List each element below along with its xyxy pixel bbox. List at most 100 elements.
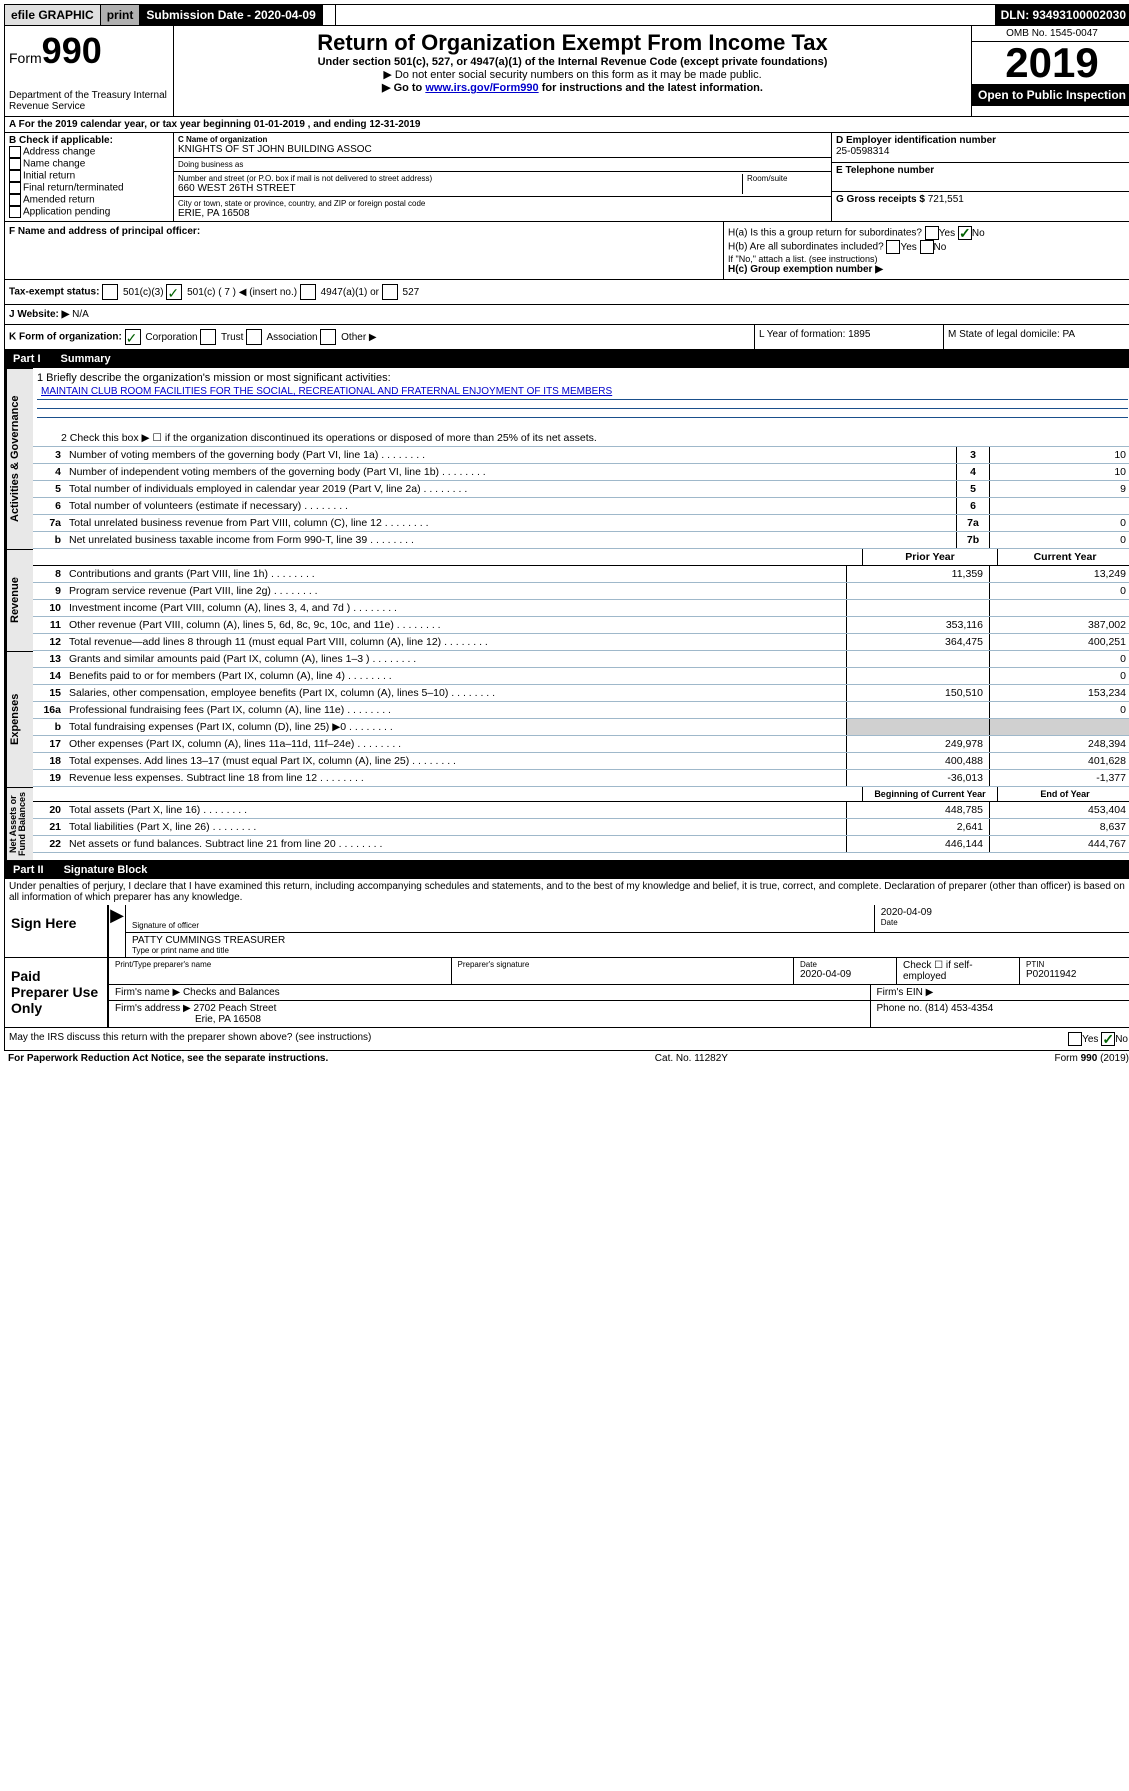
sig-date: 2020-04-09 xyxy=(881,907,1126,918)
phone-label: E Telephone number xyxy=(836,165,1128,176)
open-public-label: Open to Public Inspection xyxy=(972,84,1129,106)
department-label: Department of the Treasury Internal Reve… xyxy=(9,90,169,112)
opt-527[interactable]: 527 xyxy=(382,287,419,298)
firm-name-label: Firm's name ▶ xyxy=(115,987,180,998)
check-address-change[interactable]: Address change xyxy=(9,146,169,158)
form-note2: ▶ Go to www.irs.gov/Form990 for instruct… xyxy=(182,81,963,94)
sig-name-title-label: Type or print name and title xyxy=(132,946,1126,955)
firm-phone-label: Phone no. xyxy=(877,1003,923,1014)
table-row: 6Total number of volunteers (estimate if… xyxy=(33,498,1129,515)
table-row: 7aTotal unrelated business revenue from … xyxy=(33,515,1129,532)
submission-spacer xyxy=(323,5,336,25)
footer: For Paperwork Reduction Act Notice, see … xyxy=(4,1051,1129,1066)
note2-post: for instructions and the latest informat… xyxy=(539,82,763,94)
hb-yes[interactable]: Yes xyxy=(886,242,916,253)
k-trust[interactable]: Trust xyxy=(200,332,243,343)
mission-label: 1 Briefly describe the organization's mi… xyxy=(37,372,1128,384)
ein-label: D Employer identification number xyxy=(836,135,1128,146)
check-final-return[interactable]: Final return/terminated xyxy=(9,182,169,194)
info-grid: B Check if applicable: Address change Na… xyxy=(4,133,1129,222)
ptin-label: PTIN xyxy=(1026,960,1126,969)
hb-no[interactable]: No xyxy=(920,242,947,253)
website-label: J Website: ▶ xyxy=(9,309,69,320)
vert-expenses: Expenses xyxy=(5,651,33,787)
paid-preparer-label: Paid Preparer Use Only xyxy=(5,958,109,1027)
table-row: 22Net assets or fund balances. Subtract … xyxy=(33,836,1129,853)
table-row: 8Contributions and grants (Part VIII, li… xyxy=(33,566,1129,583)
row-j-website: J Website: ▶ N/A xyxy=(4,305,1129,325)
check-initial-return[interactable]: Initial return xyxy=(9,170,169,182)
city-label: City or town, state or province, country… xyxy=(178,199,827,208)
ptin-value: P02011942 xyxy=(1026,969,1126,980)
k-label: K Form of organization: xyxy=(9,332,122,343)
part-ii-header: Part II Signature Block xyxy=(4,861,1129,879)
year-header-row: Prior Year Current Year xyxy=(33,549,1129,566)
dba-label: Doing business as xyxy=(178,160,827,169)
section-netassets: Net Assets orFund Balances Beginning of … xyxy=(4,787,1129,861)
check-name-change[interactable]: Name change xyxy=(9,158,169,170)
opt-501c3[interactable]: 501(c)(3) xyxy=(102,287,163,298)
penalty-statement: Under penalties of perjury, I declare th… xyxy=(4,879,1129,905)
part-i-title: Summary xyxy=(61,353,111,365)
check-pending[interactable]: Application pending xyxy=(9,206,169,218)
form-number-box: Form990 Department of the Treasury Inter… xyxy=(5,26,174,116)
addr-label: Number and street (or P.O. box if mail i… xyxy=(178,174,742,183)
table-row: 20Total assets (Part X, line 16)448,7854… xyxy=(33,802,1129,819)
table-row: 5Total number of individuals employed in… xyxy=(33,481,1129,498)
box-b-label: B Check if applicable: xyxy=(9,135,169,146)
ha-no[interactable]: No xyxy=(958,228,985,239)
k-corp[interactable]: Corporation xyxy=(125,332,198,343)
opt-4947[interactable]: 4947(a)(1) or xyxy=(300,287,379,298)
section-revenue: Revenue Prior Year Current Year 8Contrib… xyxy=(4,549,1129,651)
hc-label: H(c) Group exemption number ▶ xyxy=(728,264,1128,275)
box-f: F Name and address of principal officer: xyxy=(5,222,724,279)
prior-year-header: Prior Year xyxy=(862,549,997,565)
table-row: 13Grants and similar amounts paid (Part … xyxy=(33,651,1129,668)
row-fh: F Name and address of principal officer:… xyxy=(4,222,1129,280)
firm-addr-label: Firm's address ▶ xyxy=(115,1003,191,1014)
firm-city: Erie, PA 16508 xyxy=(115,1014,864,1025)
print-button[interactable]: print xyxy=(101,5,141,25)
prep-date: 2020-04-09 xyxy=(800,969,890,980)
title-box: Return of Organization Exempt From Incom… xyxy=(174,26,971,116)
table-row: 10Investment income (Part VIII, column (… xyxy=(33,600,1129,617)
org-name-label: C Name of organization xyxy=(178,135,827,144)
street-address: 660 WEST 26TH STREET xyxy=(178,183,742,194)
efile-button[interactable]: efile GRAPHIC xyxy=(5,5,101,25)
vert-revenue: Revenue xyxy=(5,549,33,651)
eoy-header: End of Year xyxy=(997,787,1129,801)
instructions-link[interactable]: www.irs.gov/Form990 xyxy=(425,82,538,94)
row-klm: K Form of organization: Corporation Trus… xyxy=(4,325,1129,350)
form-header: Form990 Department of the Treasury Inter… xyxy=(4,26,1129,117)
check-amended[interactable]: Amended return xyxy=(9,194,169,206)
part-i-label: Part I xyxy=(13,353,41,365)
form-subtitle: Under section 501(c), 527, or 4947(a)(1)… xyxy=(182,56,963,68)
firm-phone: (814) 453-4354 xyxy=(925,1003,993,1014)
section-expenses: Expenses 13Grants and similar amounts pa… xyxy=(4,651,1129,787)
part-i-header: Part I Summary xyxy=(4,350,1129,368)
current-year-header: Current Year xyxy=(997,549,1129,565)
discuss-no[interactable]: No xyxy=(1101,1034,1128,1045)
year-box: OMB No. 1545-0047 2019 Open to Public In… xyxy=(971,26,1129,116)
city-state-zip: ERIE, PA 16508 xyxy=(178,208,827,219)
website-value: N/A xyxy=(72,309,89,320)
part-ii-title: Signature Block xyxy=(64,864,148,876)
tax-exempt-label: Tax-exempt status: xyxy=(9,287,99,298)
dln-label: DLN: 93493100002030 xyxy=(995,5,1129,25)
vert-netassets: Net Assets orFund Balances xyxy=(5,787,33,860)
gross-label: G Gross receipts $ xyxy=(836,194,925,205)
k-other[interactable]: Other ▶ xyxy=(320,332,376,343)
opt-501c[interactable]: 501(c) ( 7 ) ◀ (insert no.) xyxy=(166,287,297,298)
discuss-row: May the IRS discuss this return with the… xyxy=(4,1028,1129,1051)
ha-yes[interactable]: Yes xyxy=(925,228,955,239)
form-note1: ▶ Do not enter social security numbers o… xyxy=(182,68,963,81)
discuss-yes[interactable]: Yes xyxy=(1068,1034,1098,1045)
check-self-employed[interactable]: Check ☐ if self-employed xyxy=(897,958,1020,984)
balance-header-row: Beginning of Current Year End of Year xyxy=(33,787,1129,802)
sig-date-label: Date xyxy=(881,918,1126,927)
k-assoc[interactable]: Association xyxy=(246,332,317,343)
table-row: 17Other expenses (Part IX, column (A), l… xyxy=(33,736,1129,753)
table-row: 3Number of voting members of the governi… xyxy=(33,447,1129,464)
table-row: 14Benefits paid to or for members (Part … xyxy=(33,668,1129,685)
ein-value: 25-0598314 xyxy=(836,146,1128,157)
